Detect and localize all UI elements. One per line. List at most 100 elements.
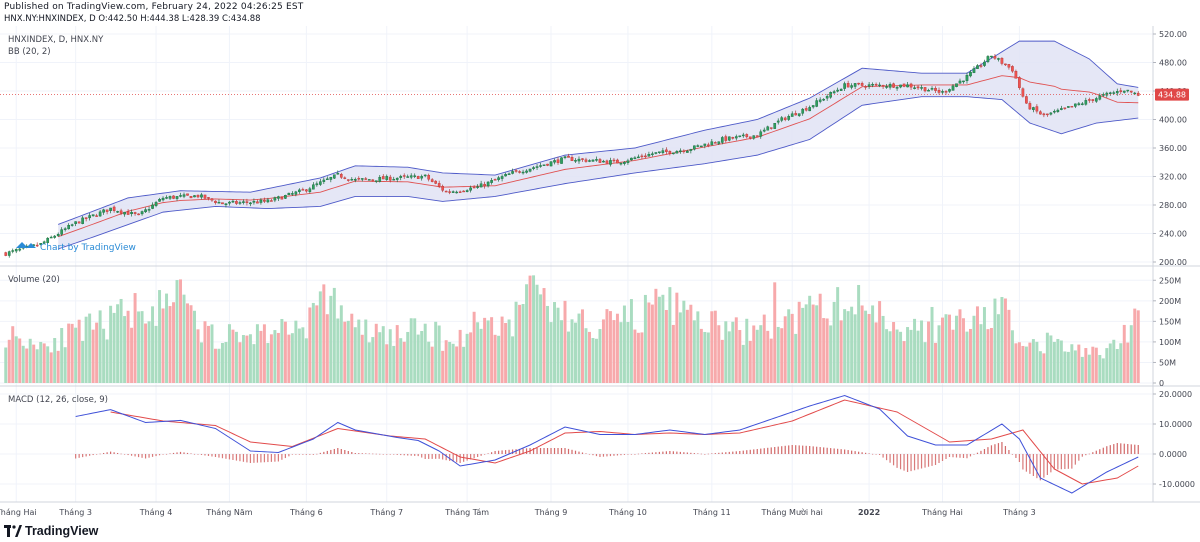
- candle[interactable]: [332, 174, 336, 179]
- volume-bar[interactable]: [776, 326, 780, 383]
- macd-histogram-bar[interactable]: [672, 451, 674, 454]
- macd-histogram-bar[interactable]: [606, 454, 608, 457]
- macd-histogram-bar[interactable]: [858, 451, 860, 454]
- macd-histogram-bar[interactable]: [802, 445, 804, 454]
- candle[interactable]: [203, 194, 207, 200]
- macd-histogram-bar[interactable]: [990, 445, 993, 454]
- candle[interactable]: [105, 209, 109, 215]
- volume-bar[interactable]: [91, 329, 95, 383]
- candle[interactable]: [479, 180, 483, 188]
- volume-bar[interactable]: [220, 342, 224, 383]
- volume-bar[interactable]: [283, 321, 287, 383]
- volume-bar[interactable]: [570, 319, 574, 383]
- volume-bar[interactable]: [972, 315, 976, 383]
- volume-bar[interactable]: [179, 279, 183, 383]
- candle[interactable]: [616, 158, 619, 164]
- volume-bar[interactable]: [622, 305, 626, 383]
- macd-signal-line[interactable]: [110, 399, 1139, 485]
- macd-histogram-bar[interactable]: [511, 449, 514, 455]
- macd-histogram-bar[interactable]: [302, 454, 304, 455]
- candle[interactable]: [165, 195, 168, 200]
- candle[interactable]: [1091, 99, 1095, 103]
- candle[interactable]: [483, 181, 486, 189]
- candle[interactable]: [993, 53, 997, 60]
- candle[interactable]: [745, 133, 749, 139]
- macd-histogram-bar[interactable]: [291, 454, 293, 455]
- candle[interactable]: [846, 80, 850, 88]
- candle[interactable]: [130, 209, 133, 217]
- macd-histogram-bar[interactable]: [959, 454, 961, 458]
- candle[interactable]: [395, 177, 399, 183]
- macd-histogram-bar[interactable]: [103, 452, 105, 454]
- macd-histogram-bar[interactable]: [927, 454, 930, 467]
- candle[interactable]: [423, 174, 427, 178]
- volume-bar[interactable]: [748, 340, 752, 383]
- candle[interactable]: [762, 127, 766, 133]
- candle[interactable]: [1035, 104, 1039, 114]
- volume-bar[interactable]: [444, 340, 448, 383]
- volume-bar[interactable]: [357, 319, 361, 383]
- volume-bar[interactable]: [608, 311, 612, 383]
- macd-histogram-bar[interactable]: [683, 452, 685, 454]
- candle[interactable]: [196, 194, 200, 199]
- volume-bar[interactable]: [67, 323, 71, 383]
- candle[interactable]: [815, 97, 819, 108]
- volume-bar[interactable]: [535, 284, 539, 383]
- price-pane[interactable]: [0, 40, 1153, 258]
- macd-histogram-bar[interactable]: [917, 454, 919, 470]
- macd-histogram-bar[interactable]: [816, 446, 818, 454]
- volume-bar[interactable]: [759, 325, 763, 383]
- volume-bar[interactable]: [867, 313, 871, 383]
- candle[interactable]: [773, 123, 777, 129]
- candle[interactable]: [804, 105, 808, 112]
- volume-bar[interactable]: [846, 311, 850, 383]
- macd-histogram-bar[interactable]: [473, 454, 475, 459]
- volume-bar[interactable]: [1000, 297, 1004, 383]
- volume-bar[interactable]: [74, 327, 78, 383]
- macd-histogram-bar[interactable]: [330, 449, 332, 454]
- volume-bar[interactable]: [504, 322, 508, 383]
- volume-bar[interactable]: [633, 329, 637, 383]
- candle[interactable]: [77, 221, 81, 224]
- macd-histogram-bar[interactable]: [892, 454, 895, 466]
- volume-bar[interactable]: [549, 322, 553, 383]
- candle[interactable]: [626, 158, 630, 165]
- candle[interactable]: [511, 168, 514, 175]
- candle[interactable]: [357, 176, 361, 181]
- volume-bar[interactable]: [472, 311, 476, 383]
- candle[interactable]: [623, 161, 626, 166]
- macd-histogram-bar[interactable]: [644, 453, 647, 454]
- macd-histogram-bar[interactable]: [497, 450, 500, 454]
- macd-histogram-bar[interactable]: [1120, 443, 1122, 454]
- volume-bar[interactable]: [1087, 354, 1091, 383]
- candle[interactable]: [644, 153, 647, 159]
- volume-bar[interactable]: [25, 348, 29, 383]
- macd-histogram-bar[interactable]: [323, 451, 325, 454]
- candle[interactable]: [965, 72, 969, 84]
- macd-histogram-bar[interactable]: [1043, 454, 1045, 478]
- macd-histogram-bar[interactable]: [235, 454, 238, 461]
- candle[interactable]: [1073, 103, 1077, 109]
- candle[interactable]: [1119, 87, 1123, 95]
- candle[interactable]: [322, 177, 326, 185]
- candle[interactable]: [367, 179, 371, 181]
- volume-bar[interactable]: [944, 314, 948, 383]
- volume-bar[interactable]: [325, 314, 329, 383]
- macd-histogram-bar[interactable]: [1060, 454, 1062, 470]
- macd-histogram-bar[interactable]: [613, 454, 615, 456]
- macd-histogram-bar[interactable]: [948, 454, 951, 457]
- candle[interactable]: [1014, 69, 1018, 79]
- volume-bar[interactable]: [636, 332, 640, 383]
- macd-histogram-bar[interactable]: [284, 454, 286, 459]
- volume-bar[interactable]: [483, 317, 487, 383]
- macd-histogram-bar[interactable]: [225, 454, 227, 459]
- volume-bar[interactable]: [654, 288, 658, 383]
- macd-histogram-bar[interactable]: [592, 454, 594, 456]
- volume-bar[interactable]: [556, 307, 560, 383]
- macd-histogram-bar[interactable]: [543, 448, 545, 454]
- volume-bar[interactable]: [402, 341, 406, 383]
- volume-bar[interactable]: [1115, 349, 1119, 383]
- volume-bar[interactable]: [63, 347, 67, 383]
- macd-histogram-bar[interactable]: [620, 454, 622, 456]
- volume-bar[interactable]: [308, 307, 312, 383]
